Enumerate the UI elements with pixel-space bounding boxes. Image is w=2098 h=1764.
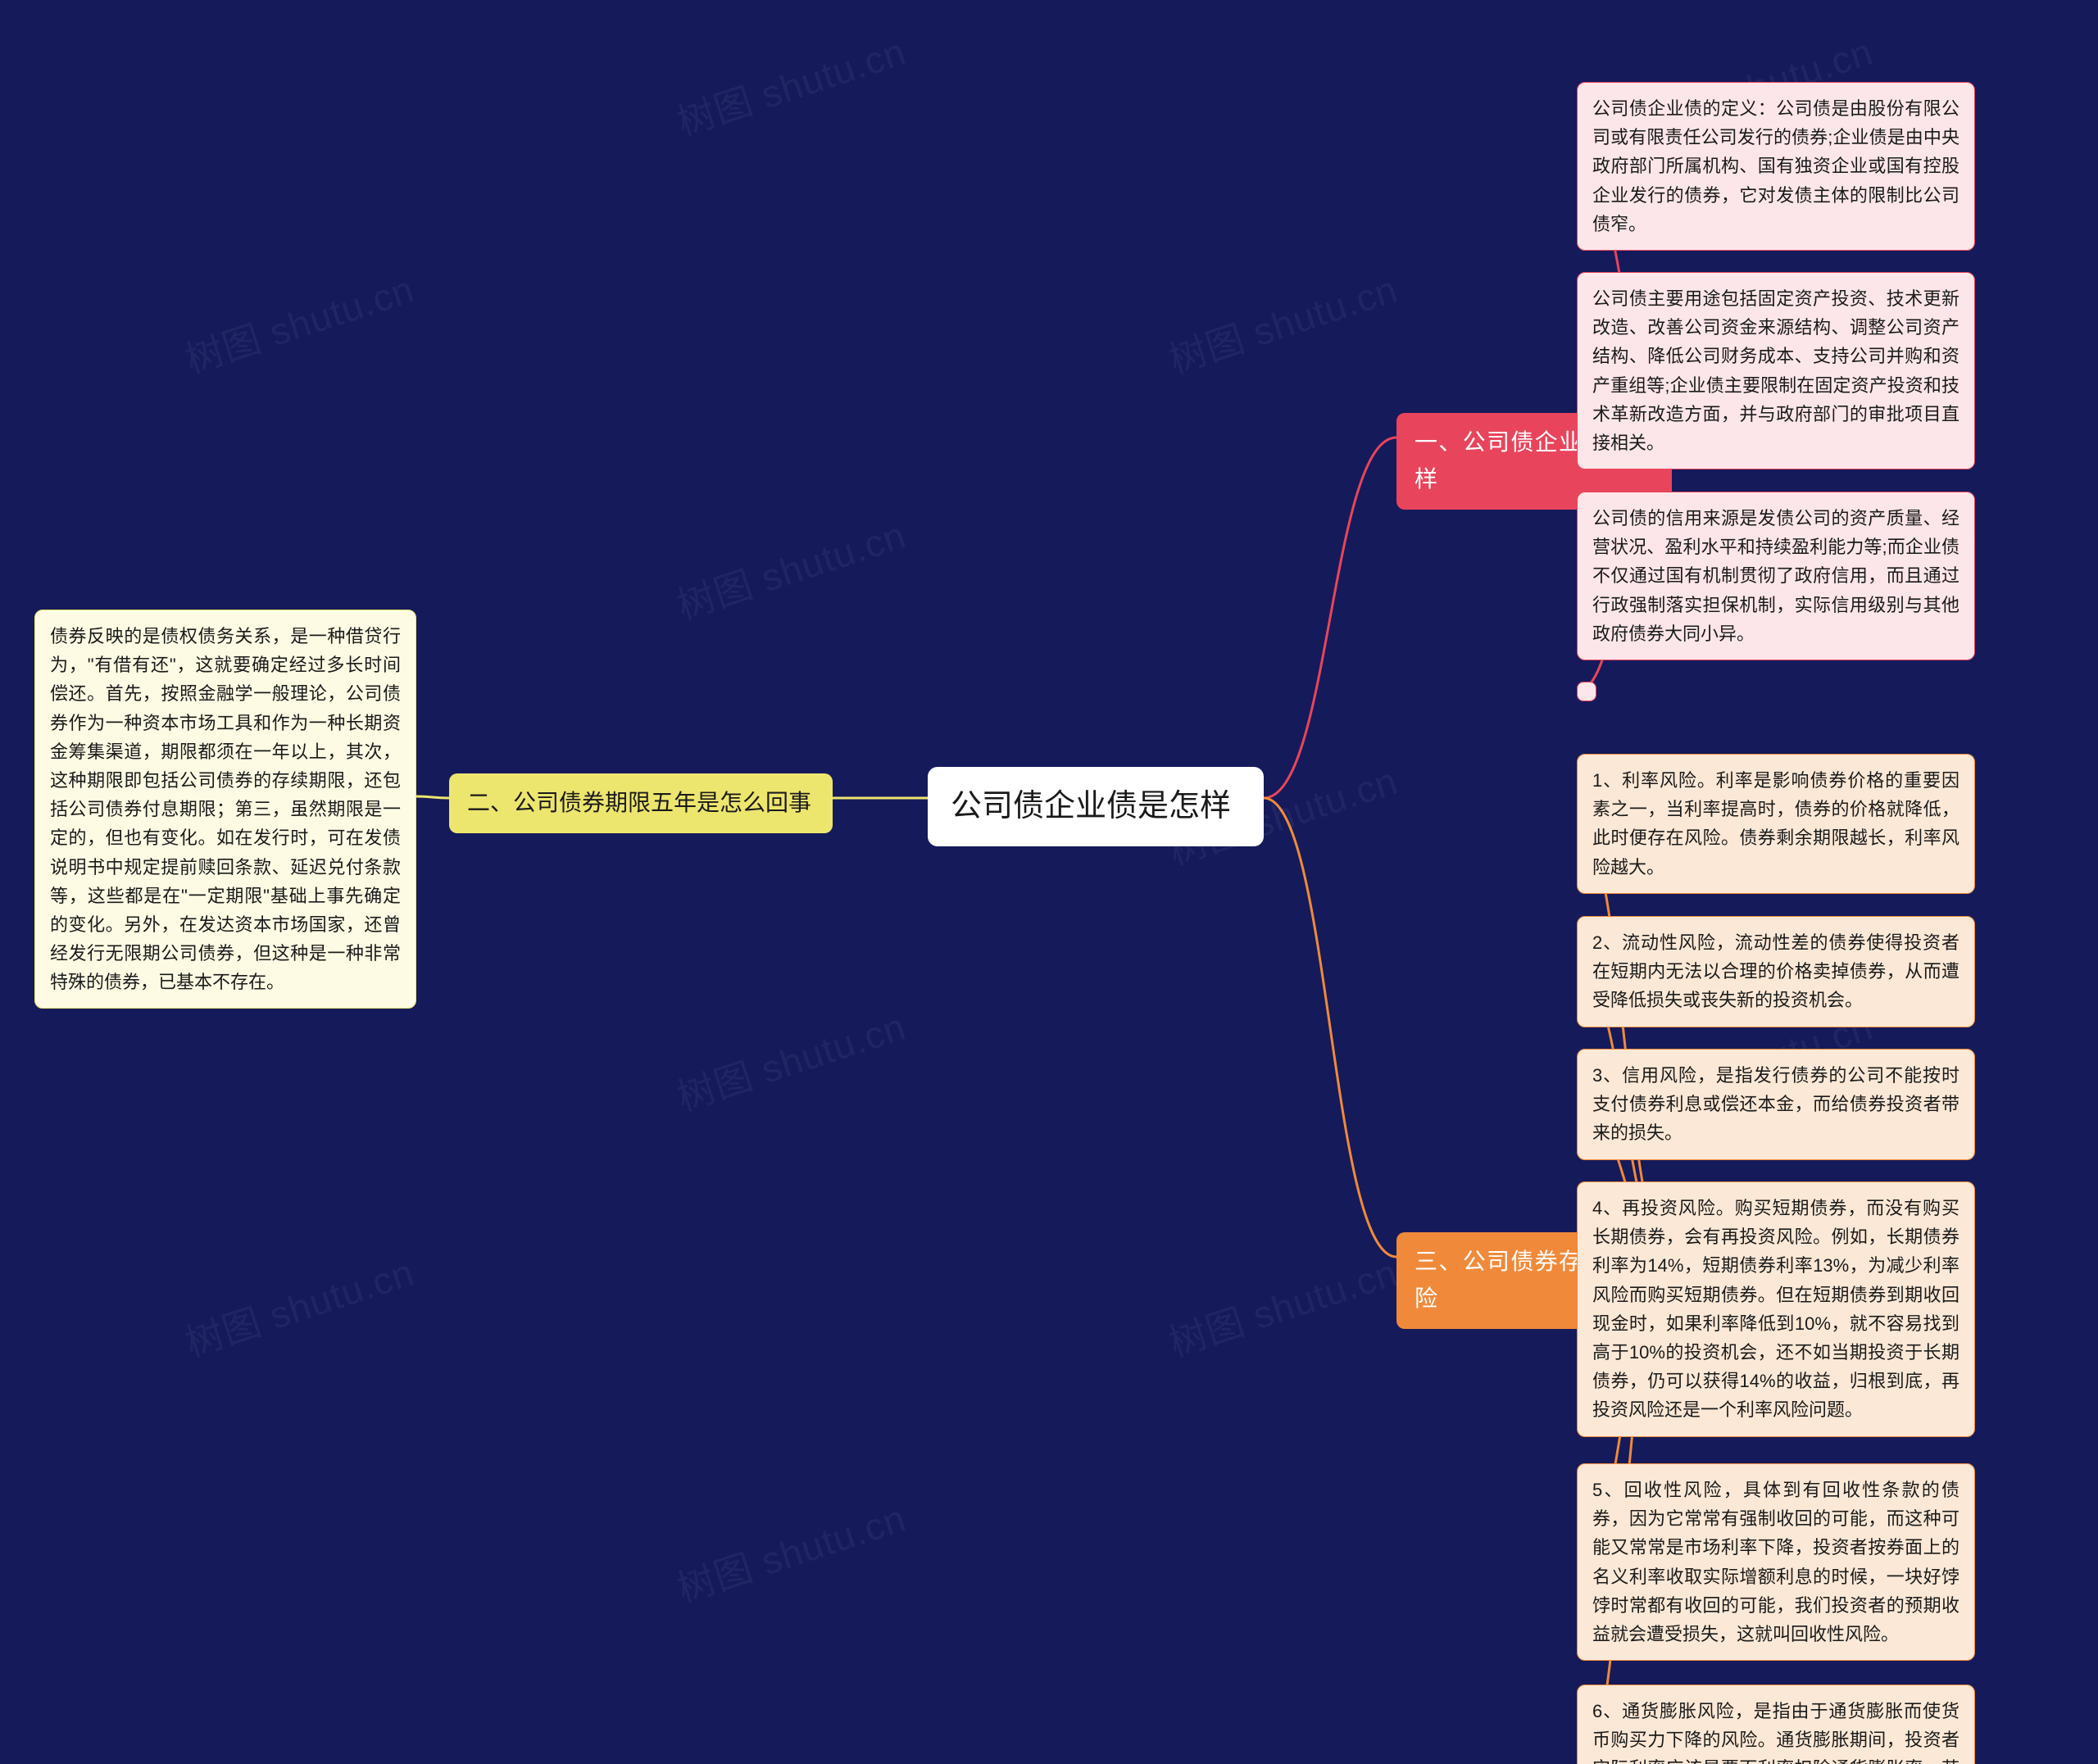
leaf-node[interactable] [1577,682,1596,701]
leaf-node[interactable]: 公司债的信用来源是发债公司的资产质量、经营状况、盈利水平和持续盈利能力等;而企业… [1577,492,1975,660]
watermark: 树图 shutu.cn [670,997,912,1122]
watermark: 树图 shutu.cn [670,1489,912,1613]
leaf-node[interactable]: 5、回收性风险，具体到有回收性条款的债券，因为它常常有强制收回的可能，而这种可能… [1577,1463,1975,1661]
watermark: 树图 shutu.cn [670,22,912,147]
watermark: 树图 shutu.cn [1161,260,1404,384]
root-node[interactable]: 公司债企业债是怎样 [928,767,1264,846]
leaf-node[interactable]: 1、利率风险。利率是影响债券价格的重要因素之一，当利率提高时，债券的价格就降低，… [1577,754,1975,894]
leaf-node[interactable]: 公司债主要用途包括固定资产投资、技术更新改造、改善公司资金来源结构、调整公司资产… [1577,272,1975,469]
leaf-node[interactable]: 公司债企业债的定义：公司债是由股份有限公司或有限责任公司发行的债券;企业债是由中… [1577,82,1975,251]
watermark: 树图 shutu.cn [178,1243,420,1367]
leaf-node[interactable]: 2、流动性风险，流动性差的债券使得投资者在短期内无法以合理的价格卖掉债券，从而遭… [1577,916,1975,1027]
branch-node-b2[interactable]: 二、公司债券期限五年是怎么回事 [449,773,833,833]
leaf-node[interactable]: 4、再投资风险。购买短期债券，而没有购买长期债券，会有再投资风险。例如，长期债券… [1577,1181,1975,1437]
watermark: 树图 shutu.cn [1161,1243,1404,1367]
leaf-node[interactable]: 3、信用风险，是指发行债券的公司不能按时支付债券利息或偿还本金，而给债券投资者带… [1577,1049,1975,1160]
mindmap-canvas: 树图 shutu.cn 树图 shutu.cn 树图 shutu.cn 树图 shut… [0,0,2098,1764]
watermark: 树图 shutu.cn [670,506,912,630]
watermark: 树图 shutu.cn [178,260,420,384]
leaf-node[interactable]: 6、通货膨胀风险，是指由于通货膨胀而使货币购买力下降的风险。通货膨胀期间，投资者… [1577,1685,1975,1764]
leaf-node[interactable]: 债券反映的是债权债务关系，是一种借贷行为，"有借有还"，这就要确定经过多长时间偿… [34,610,416,1009]
